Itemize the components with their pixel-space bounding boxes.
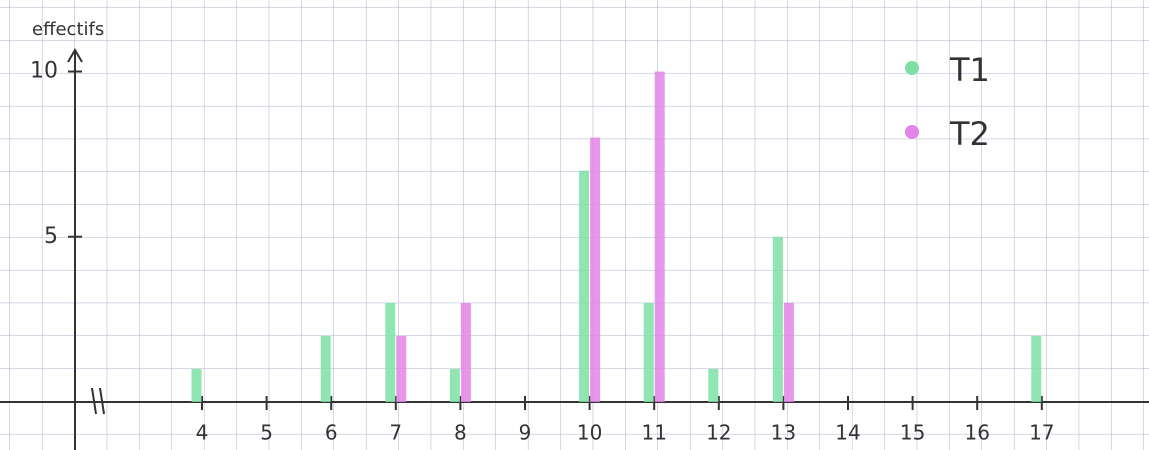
x-tick-label: 4: [196, 421, 209, 445]
bar: [590, 138, 600, 402]
bar: [579, 171, 589, 402]
x-tick-label: 13: [771, 421, 796, 445]
x-tick-label: 11: [641, 421, 666, 445]
x-tick-label: 8: [454, 421, 467, 445]
bar: [396, 336, 406, 402]
y-tick-label: 10: [30, 59, 58, 84]
bar: [644, 303, 654, 402]
bar: [708, 369, 718, 402]
bar: [192, 369, 202, 402]
bar: [450, 369, 460, 402]
y-axis-label: effectifs: [32, 19, 104, 40]
x-tick-label: 16: [964, 421, 989, 445]
x-tick-label: 12: [706, 421, 731, 445]
x-tick-label: 10: [577, 421, 602, 445]
x-tick-label: 6: [325, 421, 338, 445]
bar: [1031, 336, 1041, 402]
x-tick-label: 17: [1029, 421, 1054, 445]
legend-marker: [905, 125, 919, 139]
bar: [385, 303, 395, 402]
legend-label: T1: [949, 51, 990, 89]
x-tick-label: 15: [900, 421, 925, 445]
legend-label: T2: [949, 115, 990, 153]
bar: [461, 303, 471, 402]
bar: [321, 336, 331, 402]
x-tick-label: 7: [389, 421, 402, 445]
bar: [655, 72, 665, 402]
legend-marker: [905, 61, 919, 75]
x-tick-label: 9: [519, 421, 532, 445]
x-tick-label: 14: [835, 421, 860, 445]
bar: [784, 303, 794, 402]
y-tick-label: 5: [44, 224, 58, 249]
bar: [773, 237, 783, 402]
chart: effectifs 5 10 4 5 6 7 8 9 10 11 12 13 14 15 16 17 T1 T2: [0, 0, 1149, 450]
x-tick-label: 5: [260, 421, 273, 445]
